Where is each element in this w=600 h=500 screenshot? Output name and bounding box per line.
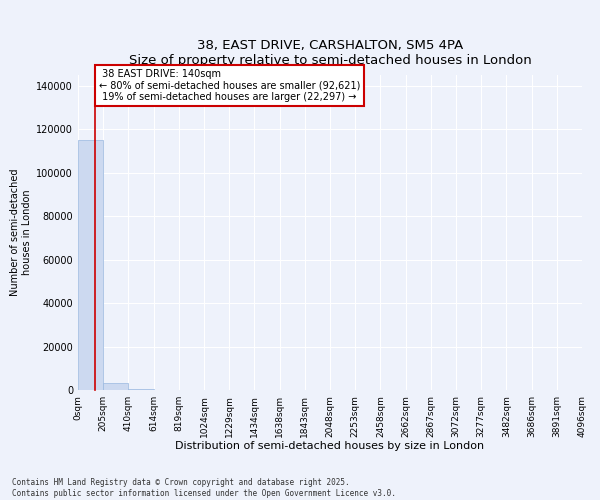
Bar	[103, 383, 128, 390]
Text: 38 EAST DRIVE: 140sqm
← 80% of semi-detached houses are smaller (92,621)
 19% of: 38 EAST DRIVE: 140sqm ← 80% of semi-deta…	[99, 68, 360, 102]
Bar	[78, 140, 103, 390]
Title: 38, EAST DRIVE, CARSHALTON, SM5 4PA
Size of property relative to semi-detached h: 38, EAST DRIVE, CARSHALTON, SM5 4PA Size…	[128, 39, 532, 67]
Text: Contains HM Land Registry data © Crown copyright and database right 2025.
Contai: Contains HM Land Registry data © Crown c…	[12, 478, 396, 498]
X-axis label: Distribution of semi-detached houses by size in London: Distribution of semi-detached houses by …	[175, 441, 485, 451]
Y-axis label: Number of semi-detached
houses in London: Number of semi-detached houses in London	[10, 169, 32, 296]
Bar	[128, 389, 154, 390]
